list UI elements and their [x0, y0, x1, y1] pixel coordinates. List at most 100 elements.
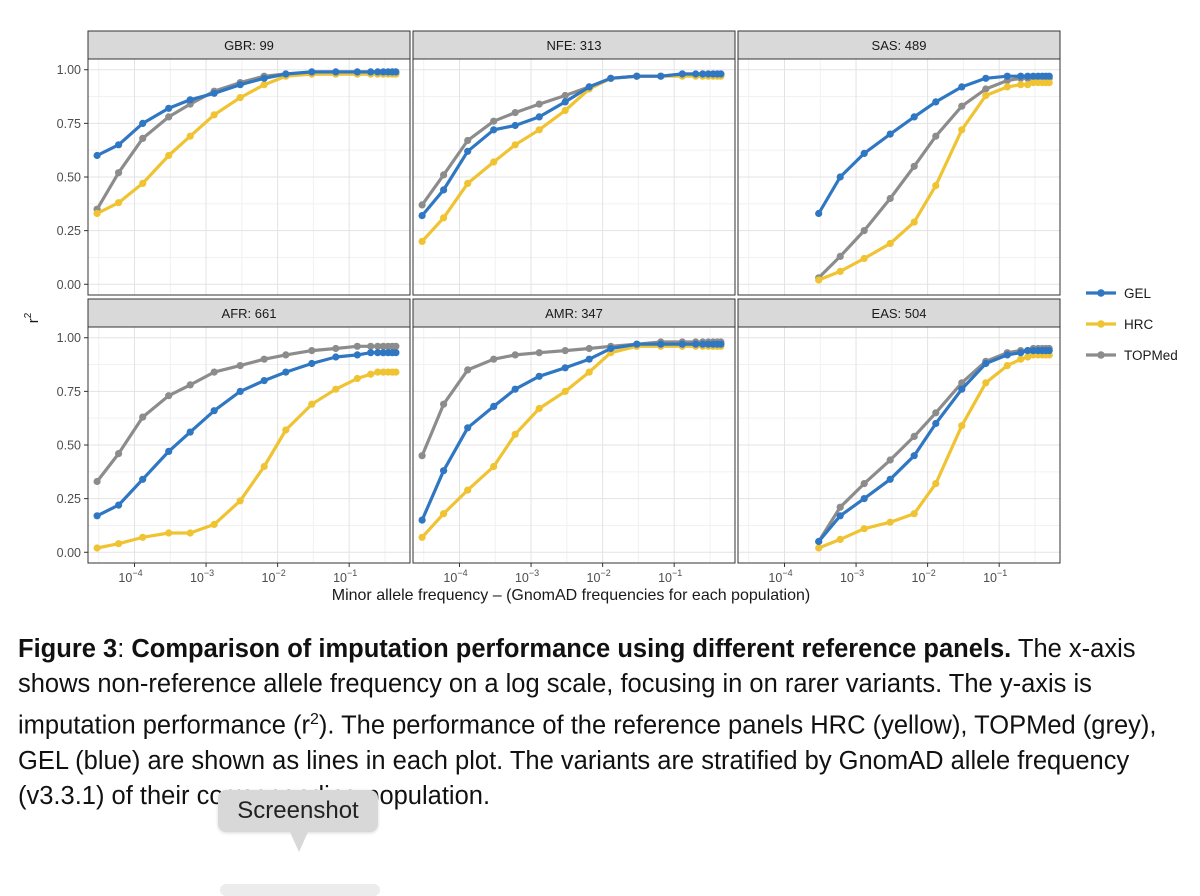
y-axis-title: r2	[23, 312, 42, 323]
data-point-hrc	[958, 422, 966, 430]
data-point-gel	[165, 447, 173, 455]
data-point-hrc	[886, 518, 894, 526]
data-point-topmed	[236, 362, 244, 370]
data-point-hrc	[367, 370, 375, 378]
data-point-gel	[353, 351, 361, 359]
data-point-gel	[535, 372, 543, 380]
x-tick-label: 10−1	[333, 568, 357, 585]
data-point-hrc	[308, 400, 316, 408]
data-point-hrc	[236, 94, 244, 102]
data-point-topmed	[490, 117, 498, 125]
data-point-topmed	[836, 252, 844, 260]
data-point-gel	[93, 151, 101, 160]
data-point-gel	[332, 353, 340, 361]
data-point-gel	[367, 349, 375, 357]
x-tick-label: 10−3	[190, 568, 214, 585]
data-point-hrc	[139, 533, 147, 541]
y-tick-label: 0.75	[57, 385, 81, 399]
data-point-gel	[440, 467, 448, 475]
facet-panel: GBR: 99 0.00 0.25 0.50 0.75 1.00	[57, 30, 411, 296]
data-point-hrc	[1017, 81, 1025, 89]
tooltip-shadow	[220, 884, 380, 896]
data-point-topmed	[511, 351, 519, 359]
data-point-gel	[1003, 351, 1011, 359]
x-tick-label: 10−1	[983, 568, 1007, 585]
y-tick-label: 0.75	[57, 117, 81, 131]
data-point-gel	[678, 340, 686, 348]
data-point-gel	[860, 149, 868, 157]
data-point-gel	[165, 104, 173, 112]
data-point-hrc	[353, 374, 361, 383]
data-point-hrc	[464, 486, 472, 494]
data-point-hrc	[332, 385, 340, 393]
data-point-gel	[392, 68, 400, 76]
data-point-gel	[490, 126, 498, 134]
data-point-topmed	[165, 392, 173, 400]
data-point-gel	[585, 83, 593, 91]
data-point-gel	[561, 98, 569, 106]
data-point-gel	[886, 475, 894, 483]
figure-caption: Figure 3: Comparison of imputation perfo…	[18, 632, 1188, 814]
data-point-hrc	[490, 462, 498, 471]
data-point-topmed	[464, 136, 472, 145]
facet-panel: AFR: 661 0.00 0.25 0.50 0.75 1.00 10−4 10−3 10−2…	[57, 298, 411, 585]
data-point-gel	[308, 359, 316, 368]
data-point-hrc	[1003, 83, 1011, 91]
data-point-topmed	[886, 194, 894, 203]
data-point-gel	[910, 452, 918, 460]
data-point-gel	[585, 355, 593, 363]
data-point-hrc	[165, 151, 173, 160]
data-point-gel	[139, 119, 147, 127]
facet-panel: SAS: 489	[737, 30, 1061, 296]
panel-border	[737, 326, 1061, 564]
data-point-hrc	[535, 404, 543, 413]
data-point-topmed	[115, 169, 123, 177]
legend-label: HRC	[1124, 317, 1153, 332]
data-point-hrc	[392, 368, 400, 376]
data-point-topmed	[910, 432, 918, 440]
data-point-gel	[932, 419, 940, 428]
data-point-hrc	[115, 540, 123, 548]
panel-border	[412, 326, 736, 564]
data-point-topmed	[932, 132, 940, 140]
data-point-hrc	[1017, 355, 1025, 363]
x-tick-label: 10−4	[443, 568, 467, 585]
data-point-gel	[511, 385, 519, 393]
data-point-hrc	[440, 510, 448, 518]
facet-strip	[737, 30, 1061, 60]
data-point-topmed	[585, 344, 593, 353]
data-point-topmed	[139, 134, 147, 142]
data-point-gel	[958, 385, 966, 393]
data-point-gel	[1003, 72, 1011, 80]
data-point-hrc	[535, 126, 543, 134]
data-point-gel	[332, 68, 340, 76]
facet-strip	[87, 298, 411, 328]
data-point-topmed	[836, 503, 844, 511]
caption-superscript: 2	[309, 711, 319, 728]
data-point-hrc	[932, 182, 940, 190]
data-point-gel	[657, 340, 665, 348]
legend-item-topmed: TOPMed	[1086, 348, 1178, 363]
data-point-hrc	[260, 462, 268, 471]
data-point-gel	[440, 186, 448, 194]
data-point-topmed	[982, 85, 990, 93]
facet-panel: NFE: 313	[412, 30, 736, 296]
data-point-gel	[490, 402, 498, 410]
y-tick-label: 0.25	[57, 492, 81, 506]
data-point-hrc	[836, 535, 844, 544]
data-point-gel	[1024, 347, 1032, 355]
x-tick-label: 10−2	[262, 568, 286, 585]
data-point-hrc	[236, 497, 244, 505]
data-point-hrc	[93, 544, 101, 552]
data-point-hrc	[860, 254, 868, 263]
y-tick-label: 0.25	[57, 224, 81, 238]
data-point-topmed	[535, 349, 543, 357]
data-point-topmed	[440, 171, 448, 179]
data-point-hrc	[186, 132, 194, 140]
data-point-topmed	[260, 355, 268, 363]
data-point-gel	[139, 475, 147, 483]
y-tick-label: 0.00	[57, 546, 81, 560]
data-point-topmed	[353, 342, 361, 350]
data-point-hrc	[836, 267, 844, 275]
facet-title: NFE: 313	[547, 38, 602, 53]
